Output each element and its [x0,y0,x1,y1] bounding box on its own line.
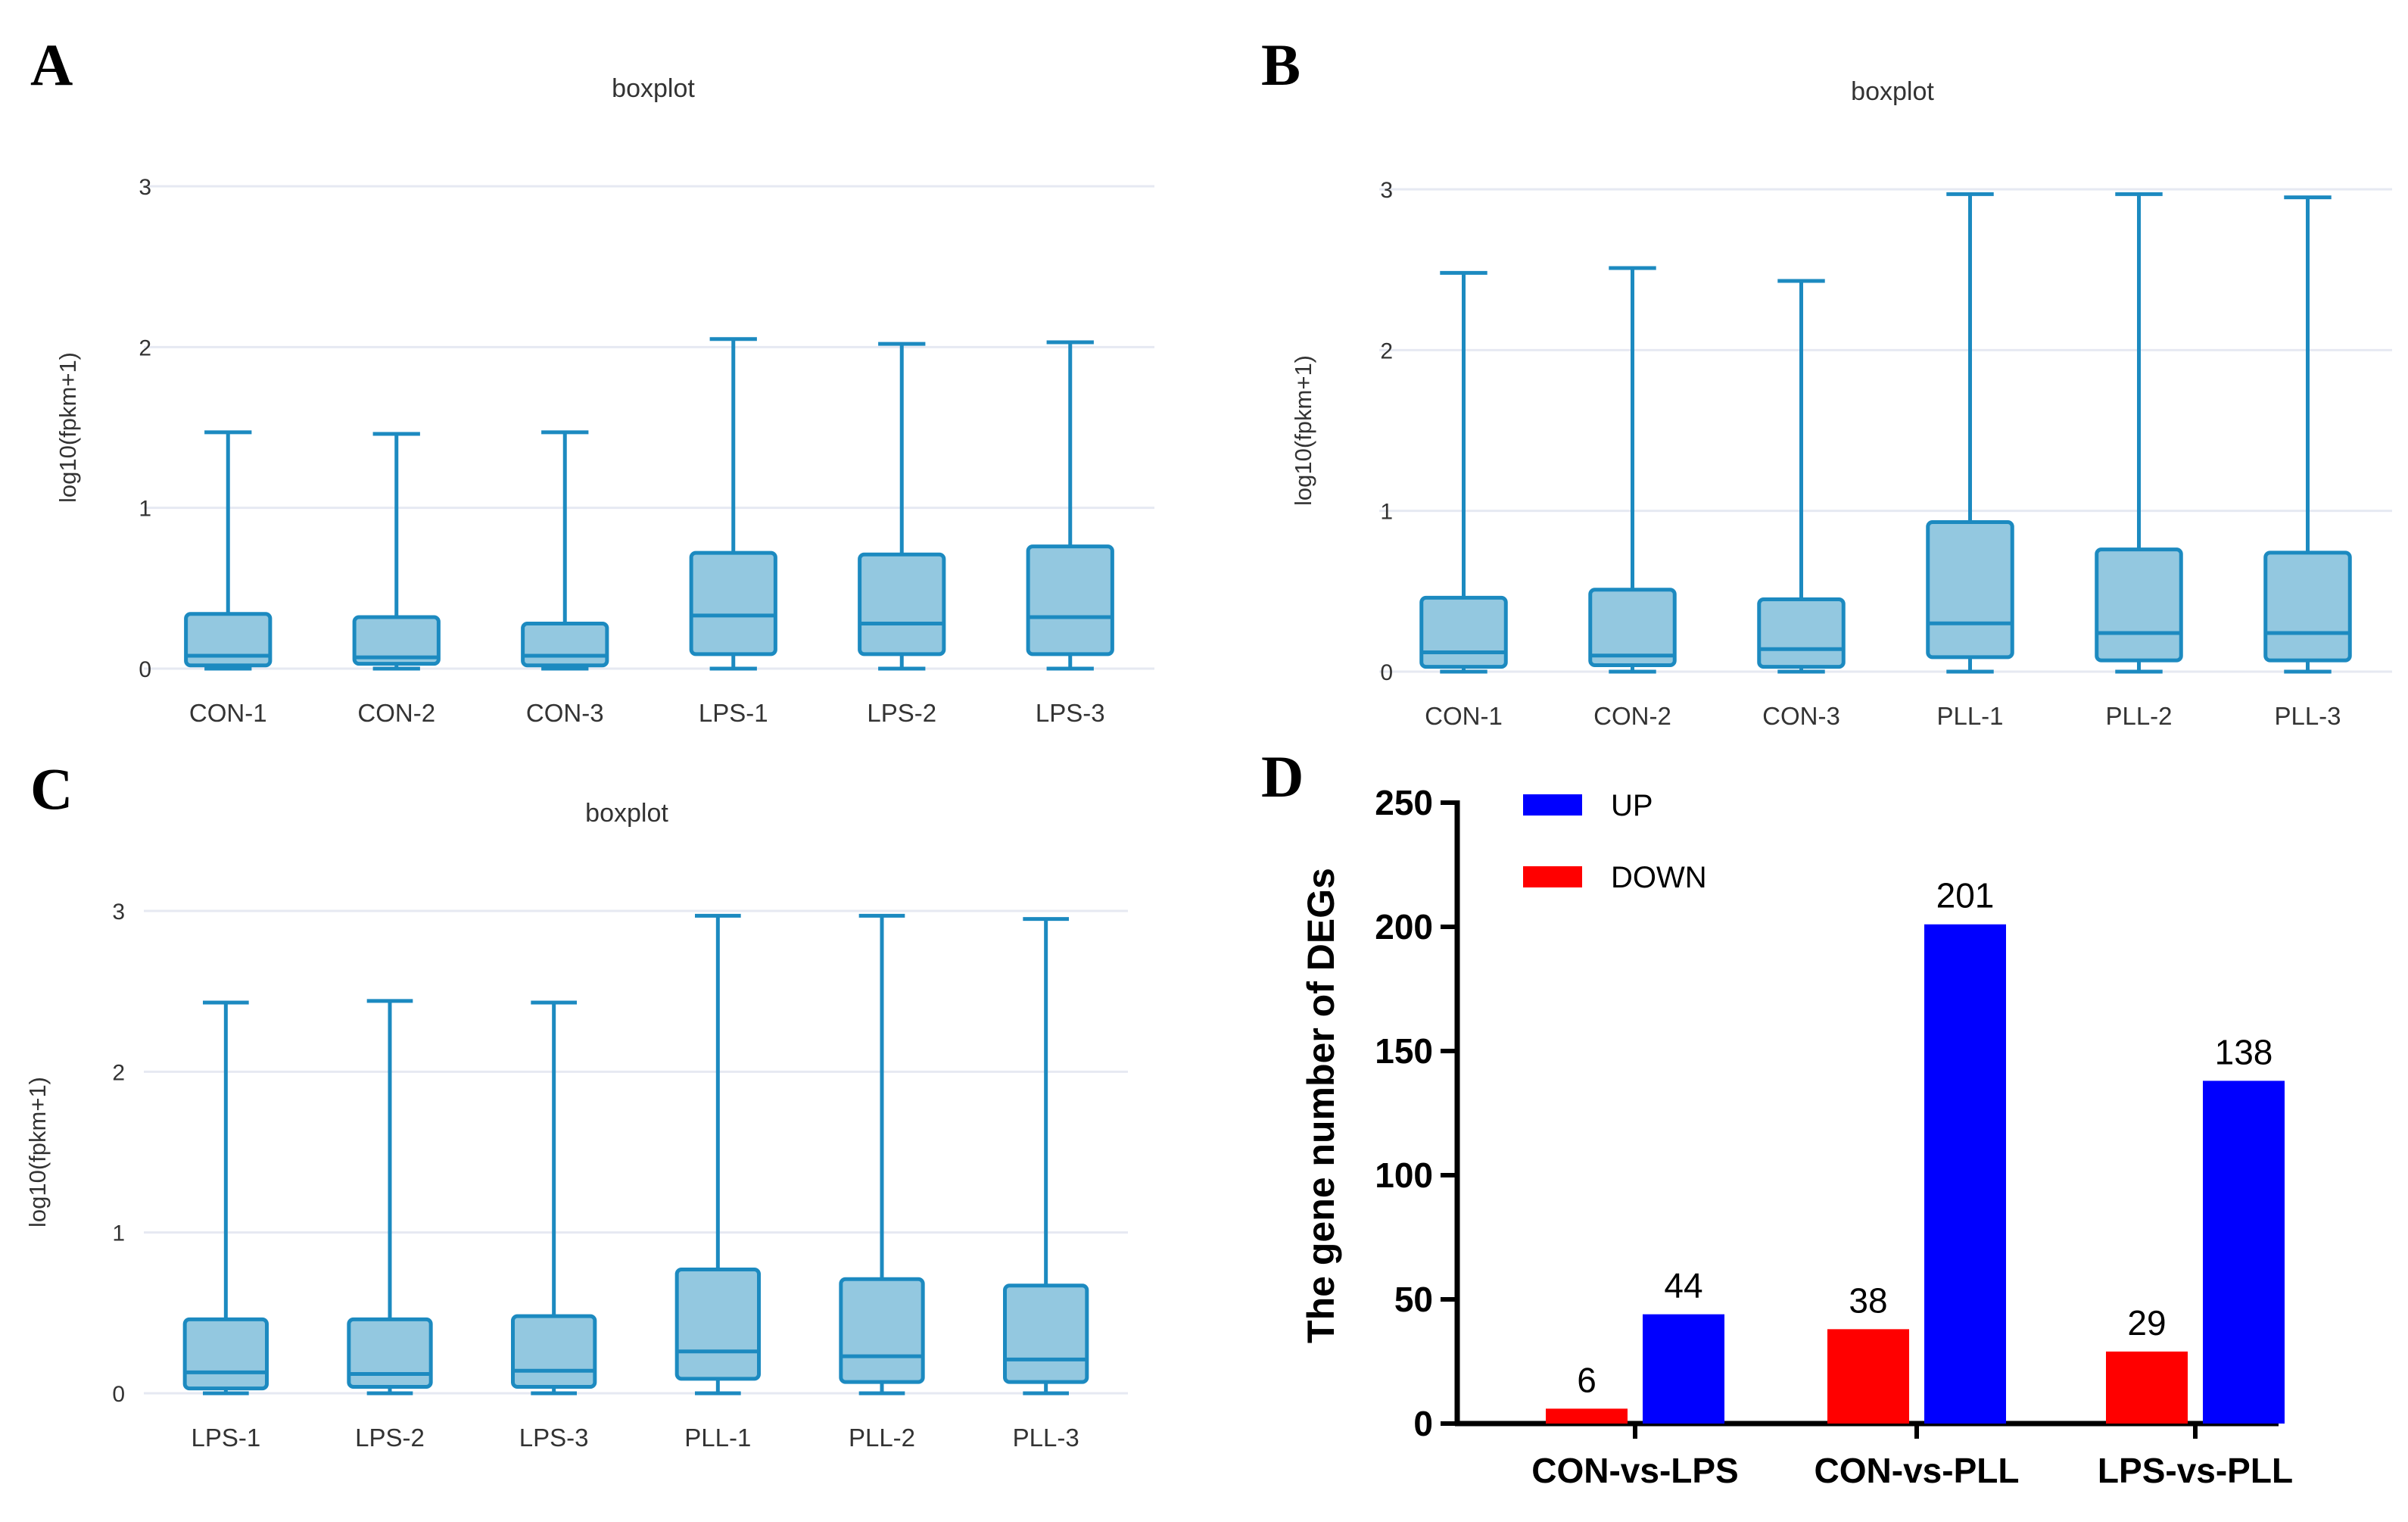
legend-label: UP [1611,789,1653,822]
chart-title: boxplot [1851,77,1934,106]
x-tick-label: LPS-1 [699,699,768,727]
y-tick-label: 0 [1413,1404,1433,1443]
panel-label-a: A [30,32,73,98]
panel-label-d: D [1261,744,1304,809]
x-tick-label: CON-2 [1593,702,1671,730]
x-tick-label: CON-3 [526,699,604,727]
y-tick-label: 100 [1375,1156,1433,1195]
legend-swatch-up [1523,794,1582,816]
panel-label-b: B [1261,32,1301,98]
x-tick-label: LPS-vs-PLL [2098,1451,2293,1490]
bar-value-label: 29 [2127,1303,2166,1343]
box-iqr [1003,1283,1089,1384]
box-iqr [347,1317,433,1389]
x-tick-label: LPS-3 [519,1424,589,1452]
y-tick-label: 3 [139,175,151,200]
y-axis-label: log10(fpkm+1) [1290,355,1316,506]
boxplot-panel-c: boxplot log10(fpkm+1) 0 1 2 3 LPS-1 LPS-2 LPS-3 P… [24,799,1128,1452]
box-iqr [2095,547,2183,663]
box-iqr [1926,520,2014,660]
x-tick-label: PLL-1 [1936,702,2003,730]
y-tick-label: 200 [1375,907,1433,947]
x-tick-label: LPS-1 [191,1424,260,1452]
chart-title: boxplot [585,799,668,828]
y-axis-label: The gene number of DEGs [1300,868,1342,1343]
legend-swatch-down [1523,866,1582,887]
box-iqr [1588,588,1677,668]
x-tick-label: CON-1 [189,699,267,727]
y-tick-label: 0 [112,1382,125,1407]
x-tick-label: CON-1 [1425,702,1503,730]
y-tick-label: 2 [139,335,151,360]
y-tick-label: 2 [1380,338,1393,363]
x-tick-label: CON-2 [357,699,435,727]
x-tick-label: LPS-2 [355,1424,425,1452]
y-tick-label: 50 [1394,1280,1433,1319]
y-tick-label: 2 [112,1060,125,1085]
bar-value-label: 44 [1664,1266,1702,1305]
bar-value-label: 201 [1936,876,1995,915]
x-tick-label: CON-vs-PLL [1815,1451,2020,1490]
legend-label: DOWN [1611,861,1707,894]
x-tick-label: CON-vs-LPS [1531,1451,1738,1490]
bar-up [1924,924,2006,1424]
box-iqr [1419,595,1508,669]
box-iqr [858,552,946,657]
box-iqr [2263,550,2352,663]
box-iqr [674,1268,762,1381]
x-tick-label: CON-3 [1762,702,1840,730]
y-axis-label: log10(fpkm+1) [55,352,81,503]
y-tick-label: 3 [112,900,125,925]
box-iqr [1757,597,1846,669]
y-tick-label: 0 [139,657,151,682]
bar-value-label: 38 [1849,1280,1887,1320]
x-tick-label: PLL-2 [2105,702,2172,730]
bar-up [2203,1081,2285,1424]
bar-value-label: 138 [2215,1032,2273,1071]
box-iqr [352,615,441,666]
y-axis-label: log10(fpkm+1) [24,1077,51,1227]
y-tick-label: 3 [1380,178,1393,203]
boxplot-panel-a: boxplot log10(fpkm+1) 0 1 2 3 CON-1 CON-2 CON-3 L… [55,74,1154,727]
y-tick-label: 1 [139,497,151,522]
boxplot-panel-b: boxplot log10(fpkm+1) 0 1 2 3 CON-1 CON-2 CON-3 P… [1290,77,2392,730]
box-iqr [182,1317,269,1391]
y-tick-label: 1 [1380,500,1393,525]
box-iqr [839,1277,925,1384]
box-iqr [511,1314,597,1389]
bar-up [1643,1314,1724,1424]
box-iqr [184,612,273,668]
box-iqr [1026,544,1114,657]
x-tick-label: PLL-3 [2274,702,2341,730]
x-tick-label: PLL-3 [1013,1424,1079,1452]
y-tick-label: 0 [1380,660,1393,685]
bar-value-label: 6 [1577,1360,1597,1399]
panel-label-c: C [30,756,73,822]
y-tick-label: 250 [1375,783,1433,822]
x-tick-label: PLL-2 [849,1424,915,1452]
bar-down [1546,1408,1628,1424]
x-tick-label: LPS-3 [1036,699,1105,727]
bar-chart-panel-d: The gene number of DEGs 0 50 100 150 200 250 CO… [1300,783,2293,1490]
box-iqr [689,550,777,657]
y-tick-label: 1 [112,1221,125,1246]
box-iqr [521,622,609,668]
chart-title: boxplot [612,74,695,103]
y-tick-label: 150 [1375,1031,1433,1071]
x-tick-label: PLL-1 [684,1424,751,1452]
bar-down [1827,1329,1909,1424]
x-tick-label: LPS-2 [867,699,936,727]
bar-down [2106,1351,2188,1424]
